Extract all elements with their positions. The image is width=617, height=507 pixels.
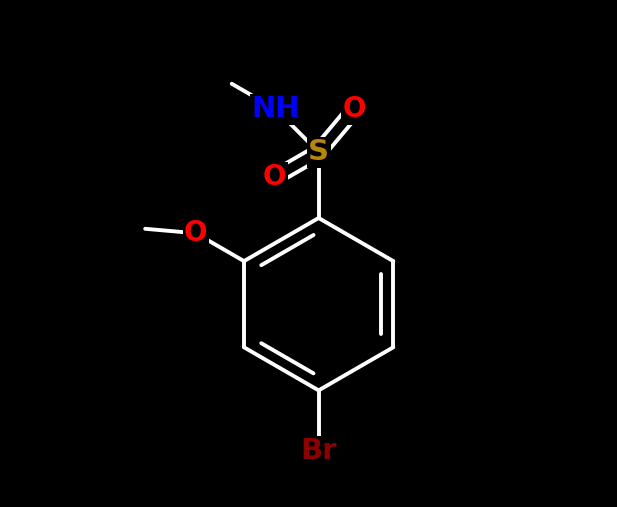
Text: NH: NH <box>251 95 300 123</box>
Text: Br: Br <box>300 437 337 465</box>
Text: S: S <box>308 138 329 166</box>
Text: O: O <box>342 95 366 123</box>
Text: O: O <box>263 163 286 192</box>
Text: O: O <box>184 219 207 247</box>
